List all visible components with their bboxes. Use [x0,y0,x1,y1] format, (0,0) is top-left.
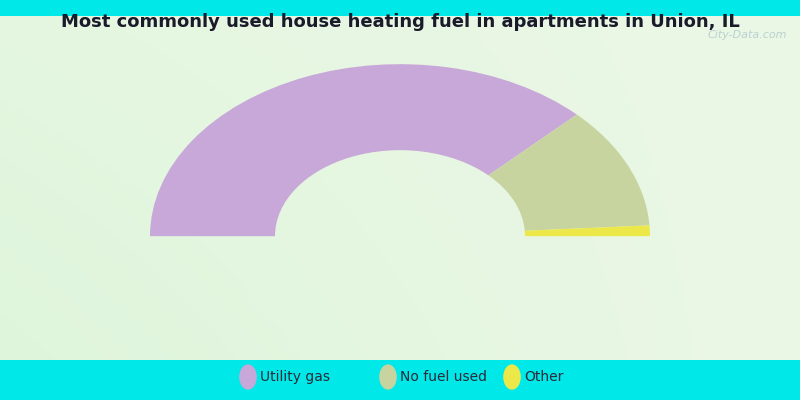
Wedge shape [488,114,650,231]
Wedge shape [525,225,650,236]
Text: City-Data.com: City-Data.com [708,30,787,40]
Text: Utility gas: Utility gas [260,370,330,384]
Wedge shape [150,64,577,236]
Ellipse shape [239,364,257,390]
Text: No fuel used: No fuel used [400,370,487,384]
Text: Most commonly used house heating fuel in apartments in Union, IL: Most commonly used house heating fuel in… [61,13,739,31]
Ellipse shape [379,364,397,390]
Ellipse shape [503,364,521,390]
Text: Other: Other [524,370,563,384]
